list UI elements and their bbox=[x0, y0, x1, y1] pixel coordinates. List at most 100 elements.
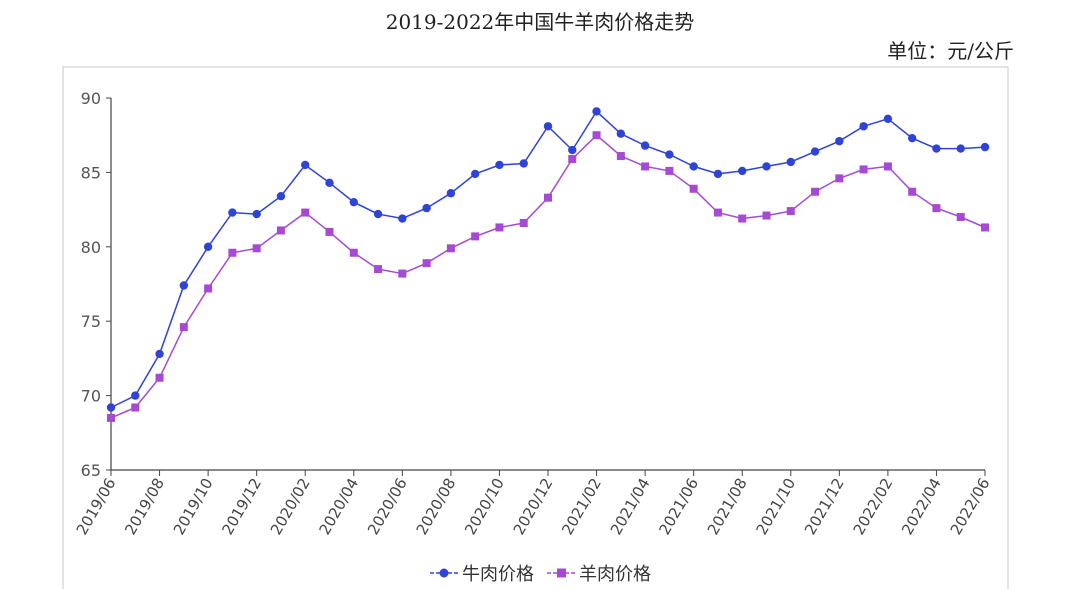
data-point bbox=[616, 152, 625, 161]
data-point bbox=[422, 203, 431, 213]
data-point bbox=[956, 213, 965, 222]
data-point bbox=[276, 192, 286, 201]
data-point bbox=[204, 284, 213, 293]
data-point bbox=[398, 214, 407, 223]
data-point bbox=[689, 184, 698, 193]
plot-frame bbox=[62, 66, 1009, 589]
x-tick-label: 2020/10 bbox=[461, 475, 508, 538]
data-point bbox=[155, 349, 164, 359]
data-point bbox=[179, 281, 189, 290]
data-point bbox=[956, 144, 965, 153]
x-tick-label: 2021/10 bbox=[752, 475, 799, 538]
data-point bbox=[106, 403, 116, 412]
x-tick-label: 2019/08 bbox=[121, 475, 168, 538]
data-point bbox=[616, 129, 626, 138]
x-tick-label: 2019/06 bbox=[73, 475, 120, 538]
data-point bbox=[179, 323, 188, 332]
x-tick-label: 2021/08 bbox=[704, 475, 751, 538]
data-point bbox=[859, 165, 868, 174]
data-point bbox=[544, 193, 552, 202]
x-tick-label: 2019/12 bbox=[218, 475, 265, 538]
data-point bbox=[932, 144, 941, 153]
data-point bbox=[835, 174, 844, 183]
x-tick-label: 2021/02 bbox=[558, 475, 605, 538]
x-tick-label: 2020/12 bbox=[510, 475, 557, 538]
unit-label: 单位：元/公斤 bbox=[887, 39, 1014, 63]
data-point bbox=[980, 142, 990, 152]
data-point bbox=[301, 208, 310, 217]
data-point bbox=[325, 227, 334, 236]
data-point bbox=[471, 232, 480, 241]
data-point bbox=[155, 373, 164, 382]
data-point bbox=[519, 218, 528, 227]
data-point bbox=[811, 187, 820, 196]
data-point bbox=[495, 160, 504, 170]
y-tick-label: 65 bbox=[81, 461, 101, 480]
legend-marker bbox=[557, 568, 566, 578]
axes: 65 70 75 80 85 90 2019/06 2019/08 2019/10 2019/12… bbox=[73, 89, 994, 538]
x-tick-label: 2020/02 bbox=[267, 475, 314, 538]
data-point bbox=[543, 122, 553, 131]
y-tick-label: 85 bbox=[81, 163, 101, 182]
data-point bbox=[883, 114, 893, 124]
data-point bbox=[568, 155, 577, 164]
data-point bbox=[301, 160, 310, 170]
data-point bbox=[131, 403, 140, 412]
data-point bbox=[689, 162, 698, 171]
data-point bbox=[325, 178, 334, 188]
series-layer bbox=[106, 107, 990, 422]
series-beef bbox=[106, 107, 990, 412]
data-point bbox=[592, 131, 601, 140]
data-point bbox=[592, 107, 601, 116]
data-point bbox=[908, 187, 917, 196]
data-point bbox=[932, 204, 941, 213]
data-point bbox=[398, 269, 407, 278]
data-point bbox=[665, 166, 674, 175]
y-tick-label: 75 bbox=[81, 312, 101, 331]
chart-title: 2019-2022年中国牛羊肉价格走势 bbox=[385, 10, 695, 34]
data-point bbox=[252, 209, 261, 219]
y-tick-label: 80 bbox=[81, 238, 101, 257]
series-line bbox=[110, 110, 986, 409]
data-point bbox=[786, 207, 795, 216]
x-tick-label: 2022/06 bbox=[947, 475, 994, 538]
y-tick-label: 90 bbox=[81, 89, 101, 108]
legend-label: 牛肉价格 bbox=[462, 564, 534, 585]
data-point bbox=[713, 169, 723, 179]
series-line bbox=[110, 134, 986, 419]
data-point bbox=[349, 248, 358, 257]
data-point bbox=[252, 244, 261, 253]
data-point bbox=[519, 159, 528, 168]
data-point bbox=[374, 265, 383, 274]
data-point bbox=[640, 141, 650, 150]
data-point bbox=[641, 162, 650, 171]
legend: 牛肉价格 羊肉价格 bbox=[430, 564, 651, 585]
data-point bbox=[349, 197, 358, 207]
data-point bbox=[228, 248, 237, 257]
data-point bbox=[131, 391, 140, 400]
x-tick-label: 2020/04 bbox=[315, 475, 362, 538]
data-point bbox=[228, 208, 237, 217]
data-point bbox=[762, 211, 771, 220]
x-tick-label: 2020/08 bbox=[413, 475, 460, 538]
data-point bbox=[762, 162, 771, 171]
data-point bbox=[446, 244, 455, 253]
data-point bbox=[835, 136, 844, 146]
data-point bbox=[981, 223, 989, 232]
x-tick-label: 2021/04 bbox=[607, 475, 654, 538]
data-point bbox=[859, 122, 868, 131]
x-tick-label: 2022/02 bbox=[850, 475, 897, 538]
data-point bbox=[568, 145, 577, 155]
data-point bbox=[786, 157, 795, 167]
data-point bbox=[810, 147, 820, 156]
data-point bbox=[203, 242, 213, 251]
x-tick-label: 2019/10 bbox=[170, 475, 217, 538]
data-point bbox=[470, 169, 480, 179]
legend-item: 羊肉价格 bbox=[547, 564, 651, 585]
x-tick-label: 2021/12 bbox=[801, 475, 848, 538]
data-point bbox=[738, 214, 747, 223]
legend-item: 牛肉价格 bbox=[430, 564, 534, 585]
legend-marker bbox=[439, 568, 449, 578]
data-point bbox=[883, 162, 892, 171]
